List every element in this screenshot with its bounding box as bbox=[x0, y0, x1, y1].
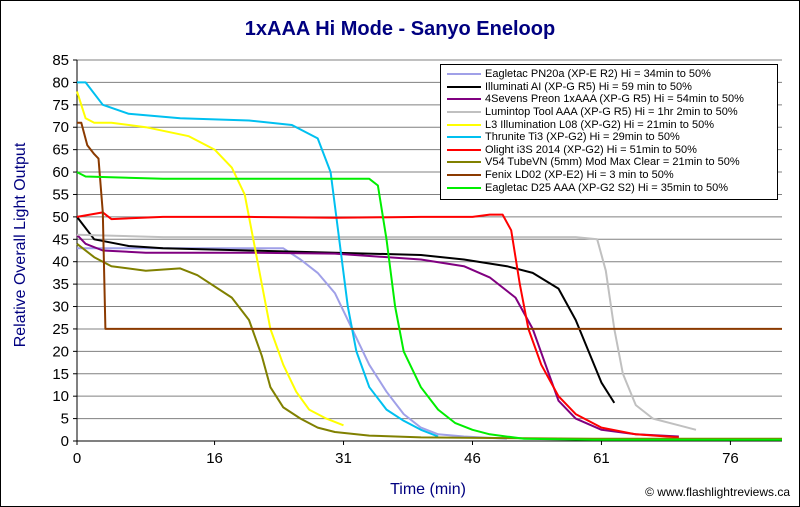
y-tick-label: 30 bbox=[52, 299, 69, 316]
legend-item: Illuminati AI (XP-G R5) Hi = 59 min to 5… bbox=[447, 81, 777, 94]
legend-swatch bbox=[447, 85, 481, 88]
legend-item: Olight i3S 2014 (XP-G2) Hi = 51min to 50… bbox=[447, 144, 777, 157]
legend-label: Eagletac PN20a (XP-E R2) Hi = 34min to 5… bbox=[485, 68, 711, 81]
series-line-5 bbox=[76, 91, 344, 427]
y-tick-label: 85 bbox=[52, 52, 69, 69]
y-tick-label: 75 bbox=[52, 97, 69, 114]
legend-label: 4Sevens Preon 1xAAA (XP-G R5) Hi = 54min… bbox=[485, 93, 744, 106]
credit-text: © www.flashlightreviews.ca bbox=[645, 485, 790, 499]
x-tick-label: 76 bbox=[722, 450, 739, 467]
legend-item: V54 TubeVN (5mm) Mod Max Clear = 21min t… bbox=[447, 156, 777, 169]
y-tick-label: 65 bbox=[52, 142, 69, 159]
y-tick-label: 40 bbox=[52, 254, 69, 271]
legend-label: L3 Illumination L08 (XP-G2) Hi = 21min t… bbox=[485, 118, 714, 131]
y-tick-label: 70 bbox=[52, 119, 69, 136]
legend-label: Eagletac D25 AAA (XP-G2 S2) Hi = 35min t… bbox=[485, 181, 729, 194]
y-tick-label: 20 bbox=[52, 343, 69, 360]
series-line-8 bbox=[76, 243, 782, 440]
legend-swatch bbox=[447, 174, 481, 177]
legend-item: Fenix LD02 (XP-E2) Hi = 3 min to 50% bbox=[447, 169, 777, 182]
legend-label: Lumintop Tool AAA (XP-G R5) Hi = 1hr 2mi… bbox=[485, 106, 738, 119]
x-axis-label: Time (min) bbox=[390, 481, 466, 498]
legend-swatch bbox=[447, 161, 481, 164]
series-line-4 bbox=[76, 233, 697, 431]
legend-item: 4Sevens Preon 1xAAA (XP-G R5) Hi = 54min… bbox=[447, 93, 777, 106]
legend-swatch bbox=[447, 186, 481, 189]
legend-swatch bbox=[447, 148, 481, 151]
x-tick-label: 46 bbox=[464, 450, 481, 467]
x-tick-label: 16 bbox=[206, 450, 223, 467]
legend-label: Fenix LD02 (XP-E2) Hi = 3 min to 50% bbox=[485, 169, 674, 182]
x-tick-label: 31 bbox=[335, 450, 352, 467]
y-tick-label: 60 bbox=[52, 164, 69, 181]
series-line-2 bbox=[76, 216, 616, 404]
x-tick-label: 0 bbox=[73, 450, 81, 467]
y-tick-label: 25 bbox=[52, 321, 69, 338]
legend-label: Thrunite Ti3 (XP-G2) Hi = 29min to 50% bbox=[485, 131, 680, 144]
y-tick-label: 35 bbox=[52, 276, 69, 293]
legend-item: Lumintop Tool AAA (XP-G R5) Hi = 1hr 2mi… bbox=[447, 106, 777, 119]
legend: Eagletac PN20a (XP-E R2) Hi = 34min to 5… bbox=[440, 64, 778, 200]
legend-item: Thrunite Ti3 (XP-G2) Hi = 29min to 50% bbox=[447, 131, 777, 144]
series-line-7 bbox=[76, 211, 679, 439]
series-line-6 bbox=[77, 81, 439, 438]
legend-item: Eagletac D25 AAA (XP-G2 S2) Hi = 35min t… bbox=[447, 181, 777, 194]
legend-item: L3 Illumination L08 (XP-G2) Hi = 21min t… bbox=[447, 118, 777, 131]
y-tick-label: 5 bbox=[61, 411, 69, 428]
legend-swatch bbox=[447, 98, 481, 101]
legend-swatch bbox=[447, 123, 481, 126]
legend-swatch bbox=[447, 111, 481, 114]
legend-swatch bbox=[447, 73, 481, 76]
series-line-3 bbox=[76, 234, 679, 438]
legend-label: Olight i3S 2014 (XP-G2) Hi = 51min to 50… bbox=[485, 143, 697, 156]
chart-title: 1xAAA Hi Mode - Sanyo Eneloop bbox=[244, 18, 556, 40]
series-line-10 bbox=[76, 171, 782, 441]
legend-label: V54 TubeVN (5mm) Mod Max Clear = 21min t… bbox=[485, 156, 740, 169]
legend-label: Illuminati AI (XP-G R5) Hi = 59 min to 5… bbox=[485, 80, 692, 93]
legend-swatch bbox=[447, 136, 481, 139]
y-tick-label: 80 bbox=[52, 74, 69, 91]
y-tick-label: 10 bbox=[52, 388, 69, 405]
y-tick-label: 45 bbox=[52, 231, 69, 248]
series-line-9 bbox=[77, 121, 782, 330]
y-tick-label: 50 bbox=[52, 209, 69, 226]
y-tick-label: 55 bbox=[52, 186, 69, 203]
x-tick-label: 61 bbox=[593, 450, 610, 467]
legend-item: Eagletac PN20a (XP-E R2) Hi = 34min to 5… bbox=[447, 68, 777, 81]
series-line-1 bbox=[77, 247, 507, 440]
y-tick-label: 15 bbox=[52, 366, 69, 383]
y-tick-label: 0 bbox=[61, 433, 69, 450]
